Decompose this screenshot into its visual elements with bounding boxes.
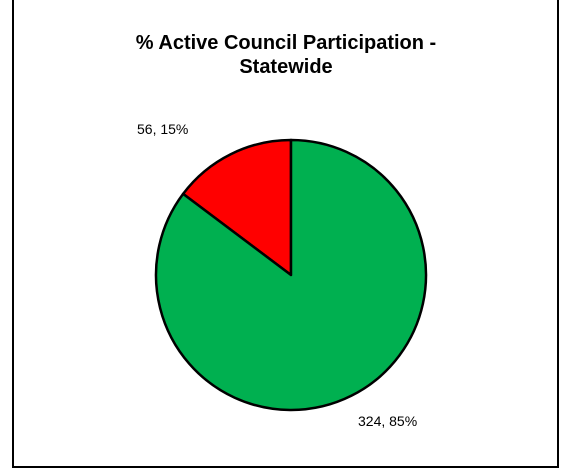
chart-title-line-1: % Active Council Participation - <box>135 32 437 54</box>
slice-label-56: 56, 15% <box>137 121 188 137</box>
chart-title-line-2: Statewide <box>239 56 333 78</box>
chart-title: % Active Council Participation - Statewi… <box>0 31 572 79</box>
pie-slice-324 <box>154 138 428 412</box>
slice-label-324: 324, 85% <box>358 413 417 429</box>
pie-slice-56 <box>181 138 293 277</box>
pie-slices <box>154 138 428 412</box>
